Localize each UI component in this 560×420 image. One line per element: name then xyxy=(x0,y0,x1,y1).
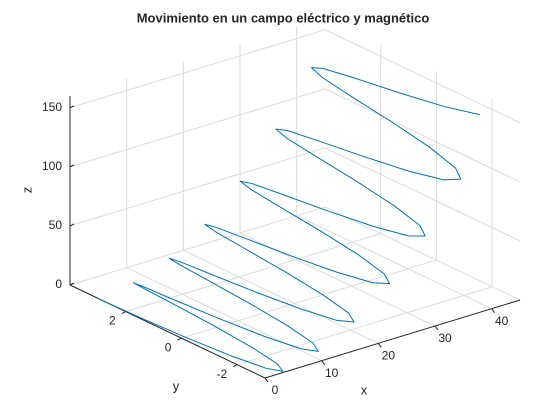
x-tick-label: 30 xyxy=(438,331,452,345)
y-tick-label: -2 xyxy=(216,367,227,381)
grid-line xyxy=(236,97,493,366)
grid-line xyxy=(69,206,521,301)
z-tick-label: 100 xyxy=(42,159,62,173)
y-tick-label: 2 xyxy=(109,314,116,328)
grid-line xyxy=(69,29,521,124)
x-tick-label: 20 xyxy=(382,349,396,363)
grid-line xyxy=(181,71,437,339)
grid-line xyxy=(69,147,521,242)
grid-line xyxy=(69,96,266,379)
x-tick xyxy=(264,377,269,383)
x-tick xyxy=(434,325,439,331)
x-tick-label: 40 xyxy=(495,314,509,328)
z-axis-label: z xyxy=(19,187,34,194)
grid-line xyxy=(125,44,382,313)
grid-line xyxy=(126,78,322,362)
z-tick-label: 150 xyxy=(42,100,62,114)
x-tick xyxy=(377,343,382,348)
z-tick xyxy=(69,223,75,227)
x-tick xyxy=(491,308,496,313)
x-axis-label: x xyxy=(361,382,368,397)
grid-line xyxy=(69,88,521,183)
x-axis-line xyxy=(264,299,521,379)
z-tick-label: 50 xyxy=(49,218,63,232)
y-tick xyxy=(177,337,182,341)
y-tick xyxy=(121,311,126,315)
chart-title: Movimiento en un campo eléctrico y magné… xyxy=(137,10,430,25)
y-tick xyxy=(232,364,238,368)
x-tick-label: 10 xyxy=(325,366,339,380)
x-tick-label: 0 xyxy=(272,383,279,397)
z-tick xyxy=(69,105,75,109)
x-tick xyxy=(321,360,326,365)
grid-line xyxy=(239,44,436,327)
z-tick xyxy=(69,282,75,286)
z-tick xyxy=(69,164,75,168)
trajectory-line xyxy=(97,67,480,372)
y-axis-label: y xyxy=(173,378,180,393)
y-tick-label: 0 xyxy=(165,340,172,354)
z-tick-label: 0 xyxy=(55,277,62,291)
